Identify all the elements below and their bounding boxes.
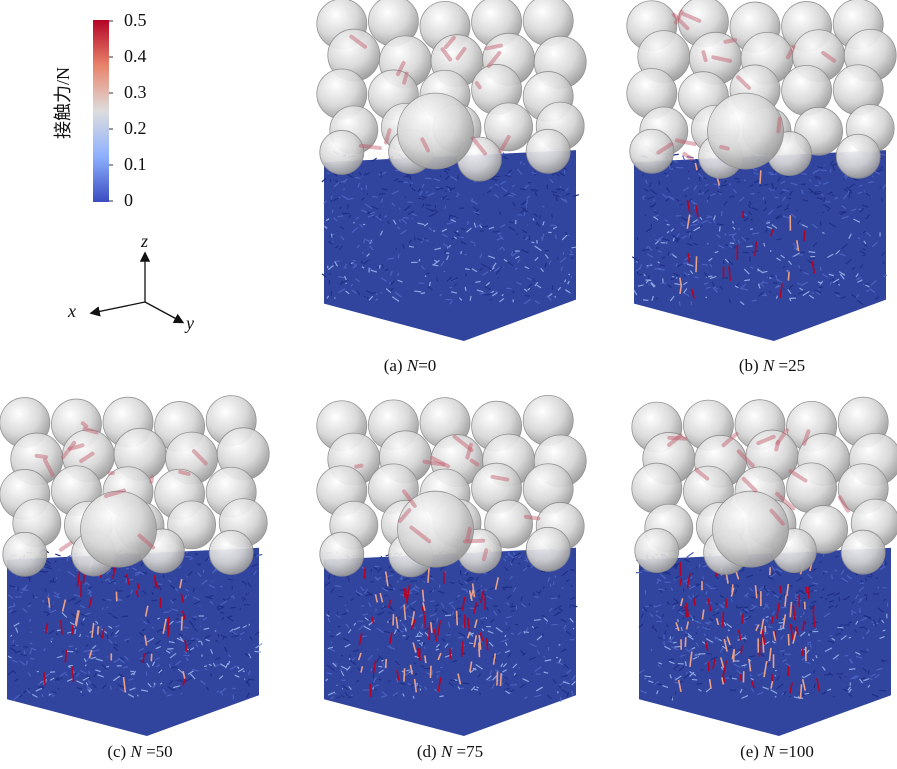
caption-prefix: (c): [107, 742, 131, 761]
caption-variable: N: [440, 742, 453, 761]
caption-variable: N: [130, 742, 142, 761]
simulation-panel: [626, 0, 897, 341]
colorbar-gradient: [93, 20, 113, 202]
colorbar-tick: 0.2: [124, 118, 147, 138]
axis-label-x: x: [68, 301, 76, 321]
particle-pile: [631, 396, 897, 575]
axis-label-y: y: [186, 313, 194, 333]
fiber-block: [321, 150, 580, 341]
panel-caption-a: (a) N=0: [360, 356, 460, 376]
panel-caption-b: (b) N =25: [712, 356, 832, 376]
caption-value: =0: [418, 356, 437, 375]
fiber-block: [7, 547, 263, 736]
colorbar-tick: 0: [124, 190, 133, 210]
simulation-panel: [631, 396, 897, 736]
colorbar-tick: 0.4: [124, 46, 147, 66]
caption-variable: N: [406, 356, 419, 375]
colorbar-tick: 0.5: [124, 10, 147, 30]
simulation-panel: [0, 395, 270, 736]
simulation-panel: [316, 0, 587, 341]
caption-prefix: (d): [416, 742, 441, 761]
caption-value: =25: [774, 356, 806, 375]
caption-prefix: (a): [383, 356, 407, 375]
colorbar-label: 接触力/N: [53, 67, 73, 139]
particle-pile: [0, 395, 270, 577]
colorbar-tick: 0.1: [124, 154, 147, 174]
caption-prefix: (e): [740, 742, 764, 761]
axis-label-z: z: [141, 231, 149, 251]
caption-value: =100: [774, 742, 814, 761]
colorbar-tick: 0.3: [124, 82, 147, 102]
particle-pile: [626, 0, 897, 179]
panel-caption-e: (e) N =100: [712, 742, 842, 762]
panel-caption-c: (c) N =50: [80, 742, 200, 762]
caption-variable: N: [762, 356, 775, 375]
caption-value: =50: [141, 742, 173, 761]
fiber-block: [631, 150, 887, 341]
axis-arrows: [89, 251, 185, 324]
caption-value: =75: [452, 742, 484, 761]
particle-pile: [316, 0, 587, 182]
caption-prefix: (b): [738, 356, 763, 375]
particle-pile: [316, 394, 587, 578]
simulation-panel: [316, 394, 587, 736]
fiber-block: [324, 547, 578, 736]
panel-caption-d: (d) N =75: [390, 742, 510, 762]
fiber-block: [635, 547, 891, 736]
caption-variable: N: [763, 742, 775, 761]
